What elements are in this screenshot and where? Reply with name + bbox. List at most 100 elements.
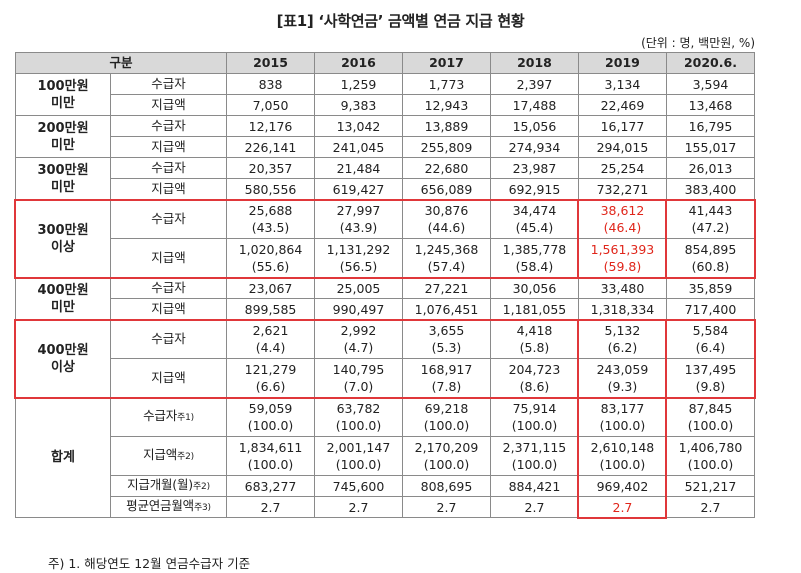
value: 25,688 bbox=[248, 203, 293, 218]
value: 5,132 bbox=[604, 323, 641, 338]
value: 683,277 bbox=[244, 478, 297, 494]
metric-label: 지급액 bbox=[109, 136, 228, 158]
share-value: (100.0) bbox=[423, 457, 470, 472]
value-cell: 3,655 (5.3) bbox=[401, 319, 491, 359]
header-year: 2017 bbox=[401, 52, 491, 74]
value-cell: 1,076,451 bbox=[401, 298, 491, 320]
value: 2.7 bbox=[436, 499, 457, 515]
table-row: 지급액 899,585 990,497 1,076,451 1,181,055 1,318… bbox=[16, 298, 756, 320]
value: 2.7 bbox=[700, 499, 721, 515]
table-row: 300만원 미만 수급자 20,357 21,484 22,680 23,987 25,254… bbox=[15, 157, 756, 200]
value-cell: 41,443 (47.2) bbox=[665, 199, 756, 239]
value: 25,254 bbox=[600, 160, 645, 176]
share-value: (100.0) bbox=[335, 457, 382, 472]
group-label-line: 400만원 bbox=[37, 282, 89, 298]
value: 1,245,368 bbox=[414, 242, 479, 257]
value: 990,497 bbox=[332, 301, 385, 317]
value: 26,013 bbox=[688, 160, 733, 176]
value: 22,680 bbox=[424, 160, 469, 176]
value-cell: 241,045 bbox=[314, 136, 403, 158]
table-row: 100만원 미만 수급자 838 1,259 1,773 2,397 3,134 3,594 bbox=[15, 73, 756, 116]
value: 808,695 bbox=[420, 478, 473, 494]
value-cell: 2.7 bbox=[577, 496, 667, 518]
value-cell: 969,402 bbox=[577, 475, 667, 497]
metric-label: 수급자주1) bbox=[109, 397, 228, 437]
value-cell: 656,089 bbox=[401, 178, 491, 200]
value: 717,400 bbox=[684, 301, 737, 317]
value-cell: 13,889 bbox=[401, 115, 491, 137]
value-cell: 27,221 bbox=[401, 277, 491, 299]
group-label-line: 미만 bbox=[51, 179, 75, 195]
value: 226,141 bbox=[244, 139, 297, 155]
group-label: 200만원 미만 bbox=[15, 115, 111, 158]
value-cell: 2,001,147 (100.0) bbox=[314, 436, 403, 476]
value-cell: 33,480 bbox=[577, 277, 667, 299]
value: 137,495 bbox=[684, 362, 737, 377]
value-cell: 2.7 bbox=[314, 496, 403, 518]
value-cell: 1,318,334 bbox=[577, 298, 667, 320]
value: 2,170,209 bbox=[414, 440, 479, 455]
value: 383,400 bbox=[684, 181, 737, 197]
value-cell: 2.7 bbox=[226, 496, 315, 518]
metric-text: 지급개월(월) bbox=[127, 477, 193, 492]
value: 17,488 bbox=[512, 97, 557, 113]
value-cell: 1,259 bbox=[314, 73, 403, 95]
share-value: (100.0) bbox=[247, 418, 294, 433]
value: 2,610,148 bbox=[590, 440, 655, 455]
value: 838 bbox=[258, 76, 283, 92]
share-value: (100.0) bbox=[335, 418, 382, 433]
value: 75,914 bbox=[512, 401, 557, 416]
value: 140,795 bbox=[332, 362, 385, 377]
value: 16,795 bbox=[688, 118, 733, 134]
value-cell: 1,773 bbox=[401, 73, 491, 95]
metric-label: 수급자 bbox=[109, 319, 228, 359]
footnote-mark: 주3) bbox=[193, 503, 211, 513]
value-cell: 140,795 (7.0) bbox=[314, 358, 403, 398]
value-cell: 30,056 bbox=[489, 277, 579, 299]
value-cell: 899,585 bbox=[226, 298, 315, 320]
table-row: 지급액 580,556 619,427 656,089 692,915 732,271 38… bbox=[16, 178, 756, 200]
group-label-line: 미만 bbox=[51, 299, 75, 315]
value: 69,218 bbox=[424, 401, 469, 416]
value-cell: 2.7 bbox=[489, 496, 579, 518]
metric-label: 수급자 bbox=[109, 157, 228, 179]
value-cell: 243,059 (9.3) bbox=[577, 358, 667, 398]
value: 243,059 bbox=[596, 362, 649, 377]
value-cell: 22,680 bbox=[401, 157, 491, 179]
value-cell: 13,468 bbox=[665, 94, 756, 116]
value: 732,271 bbox=[596, 181, 649, 197]
value: 9,383 bbox=[340, 97, 377, 113]
share-value: (9.3) bbox=[607, 379, 638, 394]
value-cell: 732,271 bbox=[577, 178, 667, 200]
value: 27,997 bbox=[336, 203, 381, 218]
share-value: (44.6) bbox=[427, 220, 466, 235]
header-year: 2018 bbox=[489, 52, 579, 74]
value-cell: 1,020,864 (55.6) bbox=[226, 238, 315, 278]
value-cell: 2,170,209 (100.0) bbox=[401, 436, 491, 476]
value: 13,468 bbox=[688, 97, 733, 113]
value-cell: 23,987 bbox=[489, 157, 579, 179]
value: 3,594 bbox=[692, 76, 729, 92]
value: 745,600 bbox=[332, 478, 385, 494]
group-label-line: 이상 bbox=[51, 359, 75, 375]
value: 83,177 bbox=[600, 401, 645, 416]
metric-label: 지급액 bbox=[109, 238, 228, 278]
value: 22,469 bbox=[600, 97, 645, 113]
value-cell: 2,610,148 (100.0) bbox=[577, 436, 667, 476]
value-cell: 21,484 bbox=[314, 157, 403, 179]
value: 27,221 bbox=[424, 280, 469, 296]
value-cell: 59,059 (100.0) bbox=[226, 397, 315, 437]
value-cell: 25,005 bbox=[314, 277, 403, 299]
share-value: (47.2) bbox=[691, 220, 730, 235]
value: 1,561,393 bbox=[590, 242, 655, 257]
value: 241,045 bbox=[332, 139, 385, 155]
share-value: (56.5) bbox=[339, 259, 378, 274]
value: 30,056 bbox=[512, 280, 557, 296]
value: 7,050 bbox=[252, 97, 289, 113]
group-label-line: 300만원 bbox=[37, 222, 89, 238]
footnote-mark: 주2) bbox=[192, 482, 210, 492]
value: 2.7 bbox=[524, 499, 545, 515]
value: 619,427 bbox=[332, 181, 385, 197]
value: 13,042 bbox=[336, 118, 381, 134]
value: 35,859 bbox=[688, 280, 733, 296]
